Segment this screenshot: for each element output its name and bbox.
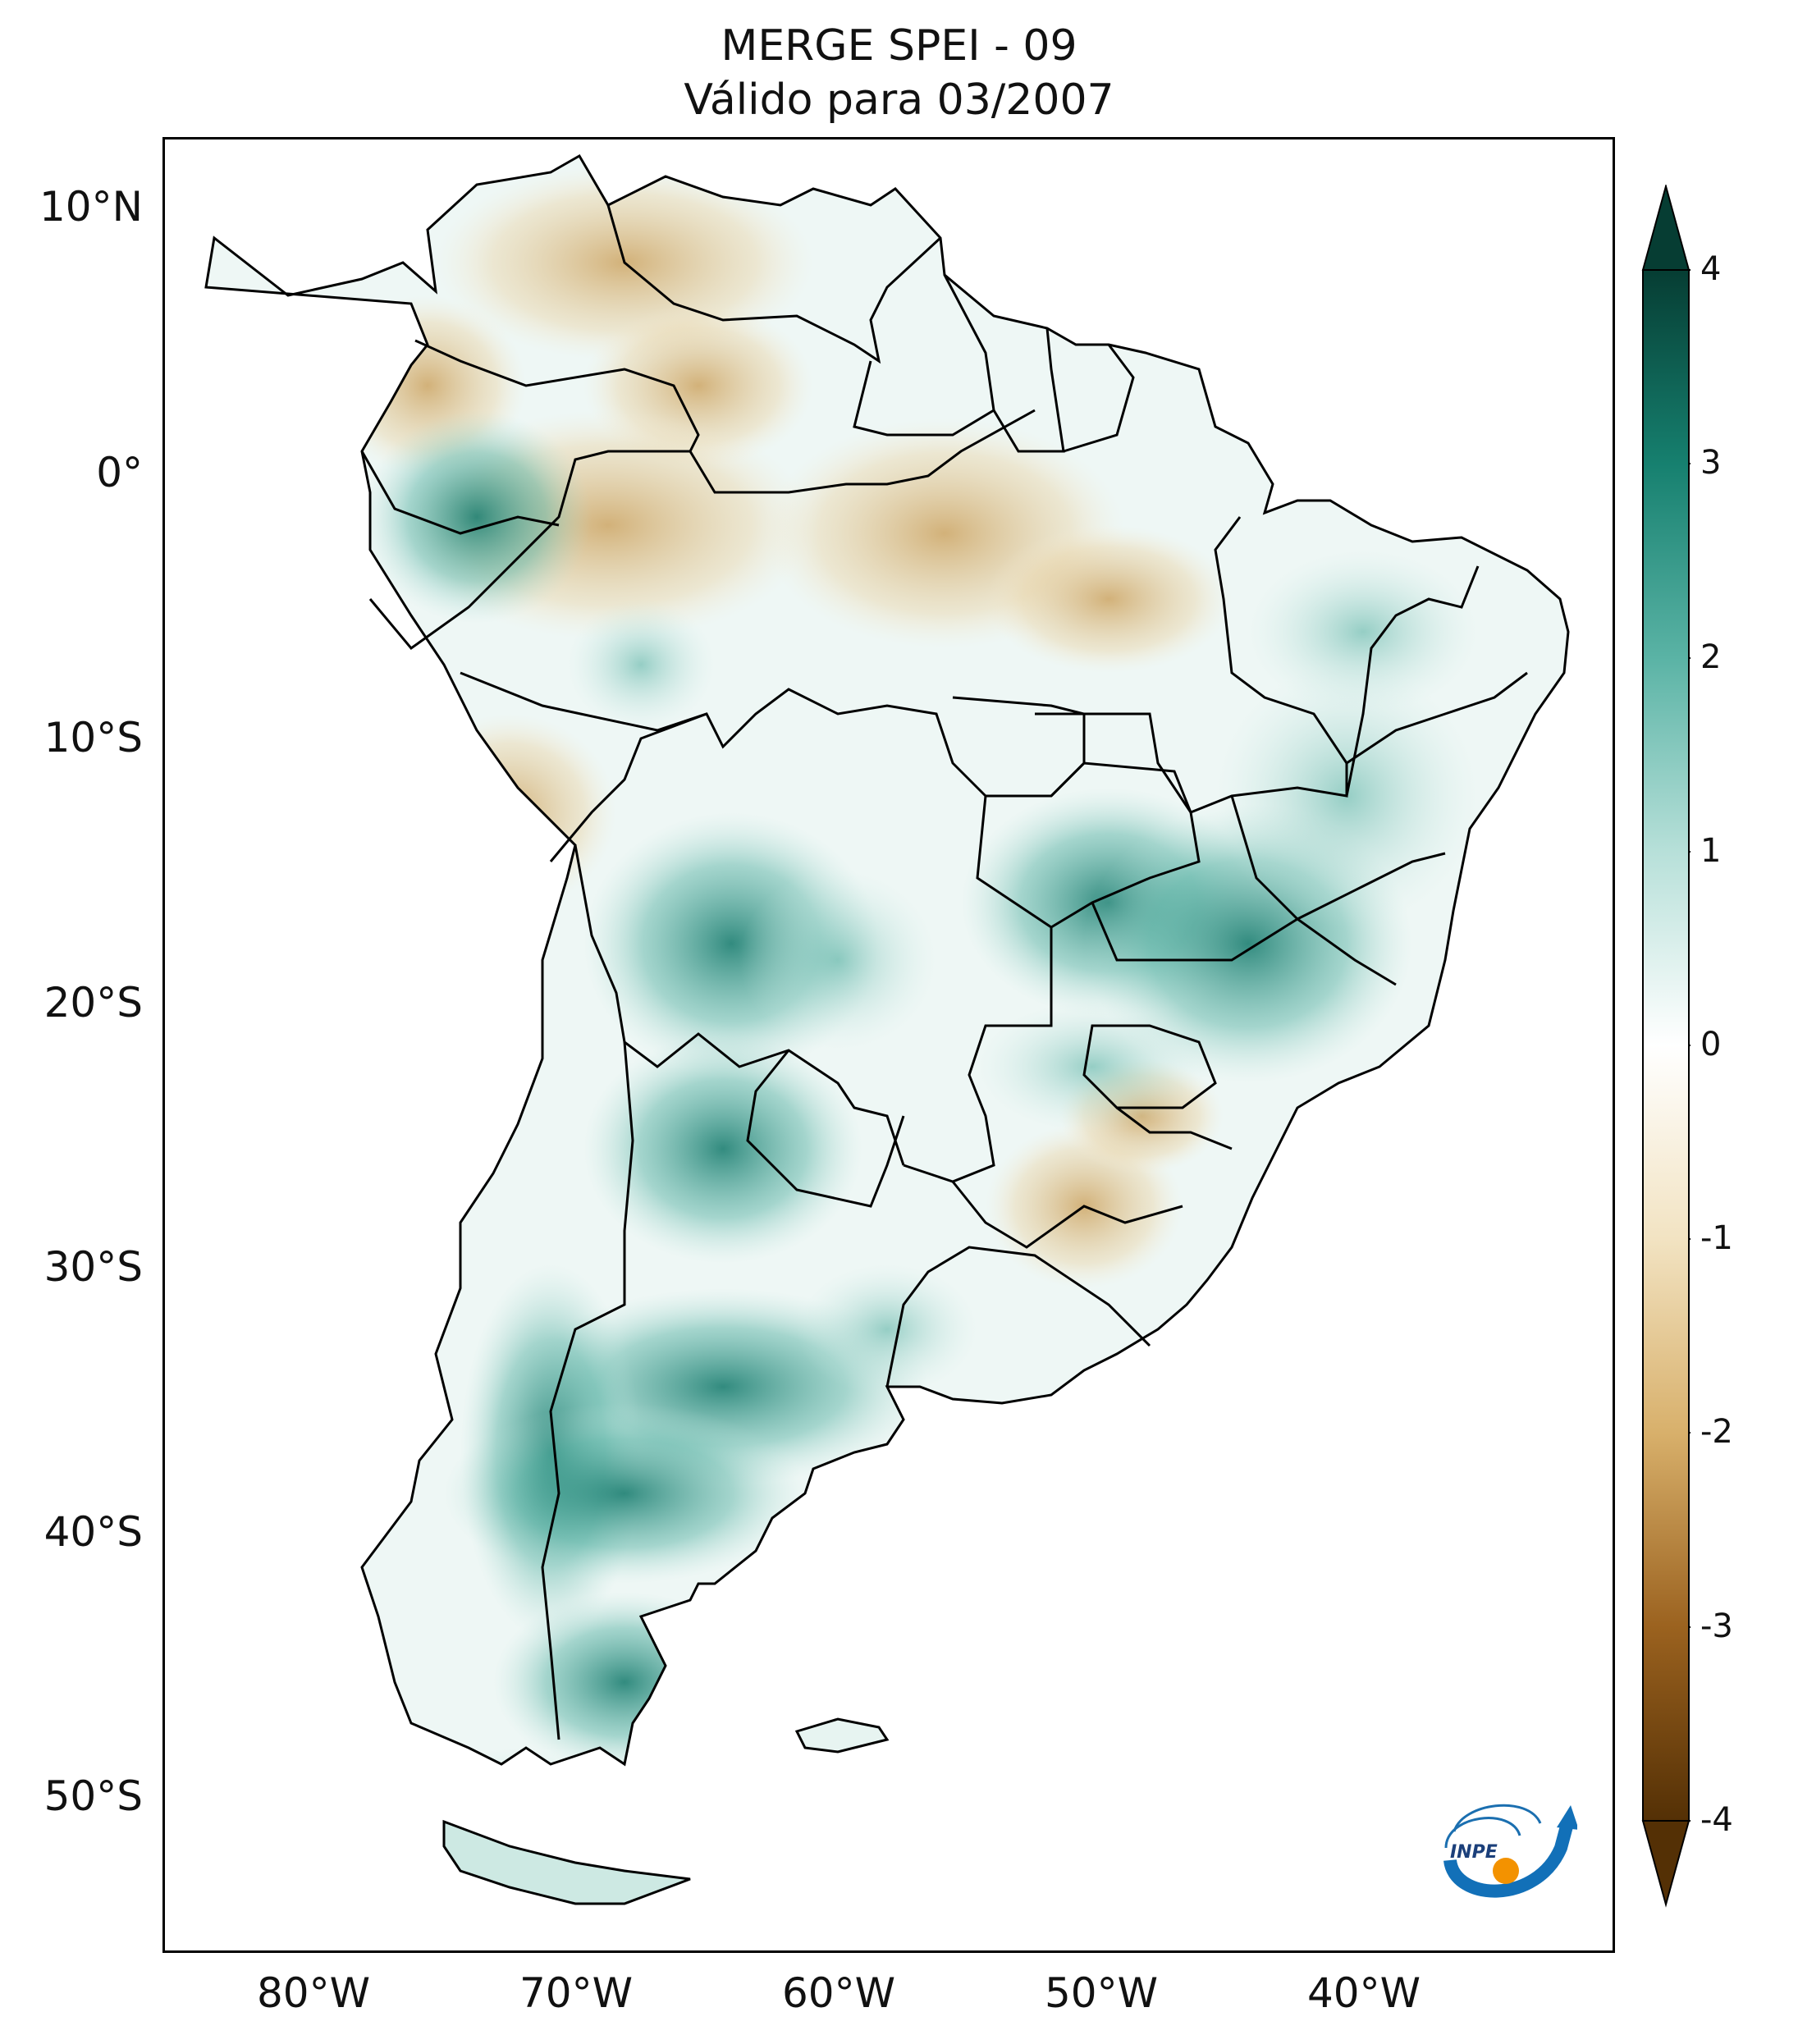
colorbar-tick-neg4: -4	[1700, 1801, 1733, 1839]
colorbar-tick-1: 1	[1700, 832, 1722, 870]
inpe-logo: INPE	[1443, 1804, 1577, 1898]
lat-label-20s: 20°S	[43, 979, 143, 1027]
map-area	[162, 137, 1615, 1953]
lat-label-0: 0°	[96, 449, 143, 496]
colorbar-max-extend	[1641, 185, 1690, 271]
colorbar-tick-4: 4	[1700, 250, 1722, 288]
political-borders	[360, 204, 1528, 1740]
lat-label-30s: 30°S	[43, 1243, 143, 1291]
colorbar-tick-0: 0	[1700, 1026, 1722, 1063]
lat-label-10n: 10°N	[39, 183, 143, 231]
map-title: MERGE SPEI - 09	[721, 21, 1077, 71]
lon-label-70w: 70°W	[519, 1969, 634, 2017]
lon-label-40w: 40°W	[1306, 1969, 1421, 2017]
tierra-del-fuego	[442, 1819, 691, 1905]
map-subtitle: Válido para 03/2007	[684, 75, 1114, 125]
colorbar-gradient	[1642, 269, 1690, 1822]
lat-label-40s: 40°S	[43, 1508, 143, 1556]
colorbar-tick-3: 3	[1700, 444, 1722, 482]
lon-label-60w: 60°W	[781, 1969, 896, 2017]
colorbar-tick-2: 2	[1700, 638, 1722, 676]
colorbar	[1641, 185, 1690, 1908]
colorbar-tick-neg1: -1	[1700, 1219, 1733, 1257]
colorbar-min-extend	[1641, 1820, 1690, 1908]
colorbar-tick-neg2: -2	[1700, 1413, 1733, 1451]
lon-label-50w: 50°W	[1044, 1969, 1159, 2017]
colorbar-tick-neg3: -3	[1700, 1607, 1733, 1645]
lon-label-80w: 80°W	[256, 1969, 371, 2017]
lat-label-50s: 50°S	[43, 1772, 143, 1820]
logo-text: INPE	[1450, 1842, 1498, 1863]
lat-label-10s: 10°S	[43, 714, 143, 761]
falkland-islands	[794, 1717, 890, 1754]
south-america-map	[204, 153, 1570, 1905]
